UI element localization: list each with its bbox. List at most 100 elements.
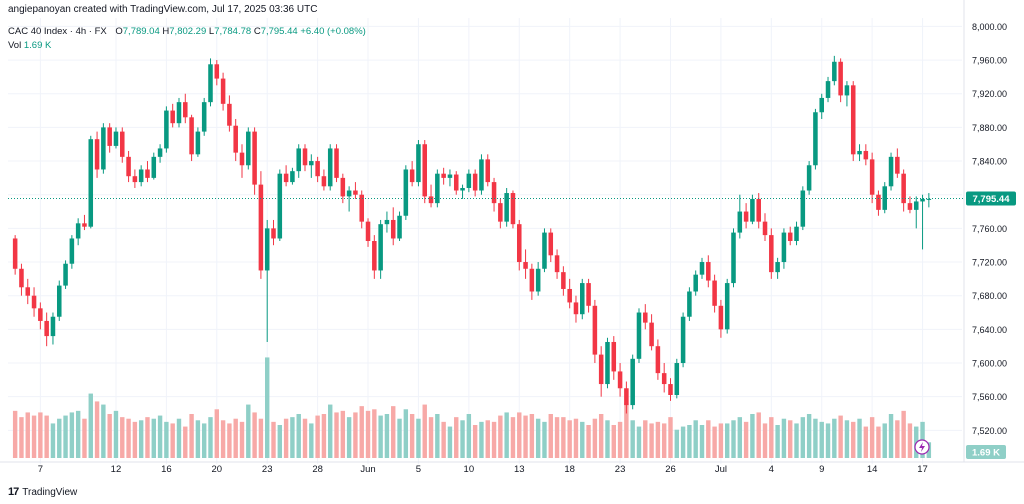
last-price-label: 7,795.44 (973, 194, 1011, 205)
volume-bar (491, 421, 497, 458)
candle-body (416, 144, 421, 183)
volume-bar (145, 417, 150, 458)
volume-bar (668, 417, 673, 458)
volume-bar (706, 420, 711, 458)
volume-bar (617, 421, 623, 458)
candle-body (208, 64, 213, 103)
volume-bar (466, 414, 472, 458)
x-tick-label: 18 (564, 464, 575, 475)
footer-brand[interactable]: 17 TradingView (8, 486, 77, 498)
volume-bar (57, 418, 62, 458)
candle-body (315, 161, 320, 177)
candle-body (353, 190, 358, 195)
volume-bar (428, 417, 434, 458)
candle-body (913, 201, 919, 210)
candle-body (397, 215, 402, 239)
volume-bar (762, 423, 768, 458)
candle-body (926, 198, 932, 200)
candle-body (107, 127, 112, 146)
close-label: C (253, 26, 261, 37)
candle-body (605, 341, 610, 385)
volume-bar (208, 417, 213, 458)
candle-body (334, 148, 339, 178)
candle-body (529, 268, 535, 292)
candle-body (806, 165, 812, 191)
candle-body (479, 159, 484, 191)
volume-bar (743, 421, 749, 458)
candle-body (787, 232, 793, 241)
volume-legend[interactable]: Vol 1.69 K (8, 40, 51, 51)
candle-body (750, 198, 755, 222)
volume-bar (44, 415, 49, 458)
volume-bar (239, 421, 245, 458)
volume-bar (605, 420, 610, 458)
volume-bar (290, 417, 295, 458)
x-tick-label: 4 (769, 464, 774, 475)
volume-bar (756, 412, 761, 458)
low-label: L (208, 26, 215, 37)
chart-credit: angiepanoyan created with TradingView.co… (8, 4, 318, 15)
volume-bar (573, 418, 579, 458)
open-value: 7,789.04 (122, 26, 160, 37)
x-tick-label: 20 (212, 464, 223, 475)
x-tick-label: 23 (615, 464, 626, 475)
volume-bar (201, 423, 207, 458)
y-tick-label: 7,640.00 (972, 325, 1007, 335)
volume-bar (624, 403, 629, 458)
candle-body (869, 159, 875, 195)
candle-body (680, 316, 686, 364)
volume-bar (851, 421, 856, 458)
volume-bar (907, 423, 913, 458)
close-value: 7,795.44 (260, 26, 298, 37)
candle-body (94, 139, 100, 170)
volume-bar (561, 417, 566, 458)
candle-body (321, 176, 327, 187)
volume-bar (220, 420, 226, 458)
volume-bar (252, 412, 257, 458)
candle-body (309, 161, 314, 166)
volume-bar (775, 425, 780, 458)
volume-bar (548, 414, 553, 458)
tv-logo-icon: 17 (8, 486, 19, 498)
candle-body (365, 221, 371, 241)
candle-body (38, 308, 43, 321)
x-tick-label: 5 (416, 464, 421, 475)
volume-bar (542, 421, 547, 458)
candle-body (378, 224, 383, 271)
volume-bar (416, 418, 421, 458)
volume-bar (454, 417, 459, 458)
candle-body (718, 305, 724, 330)
volume-bar (592, 418, 598, 458)
volume-bar (813, 418, 818, 458)
x-tick-label: 10 (464, 464, 475, 475)
volume-bar (195, 420, 201, 458)
volume-bar (126, 418, 131, 458)
volume-bar (50, 423, 56, 458)
candle-body (573, 302, 579, 315)
volume-bar (38, 412, 43, 458)
candle-body (554, 255, 560, 273)
candle-body (838, 61, 843, 96)
volume-bar (800, 417, 806, 458)
volume-bar (422, 404, 427, 458)
candle-body (674, 363, 680, 395)
volume-bar (328, 404, 333, 458)
candle-body (523, 262, 528, 269)
volume-bar (113, 410, 119, 458)
volume-bar (176, 418, 182, 458)
candle-body (44, 320, 49, 337)
volume-bar (725, 423, 730, 458)
volume-bar (397, 418, 402, 458)
candle-body (88, 139, 94, 227)
volume-bar (271, 421, 276, 458)
volume-bar (687, 425, 692, 458)
volume-bar (75, 410, 81, 458)
volume-bar (876, 426, 881, 458)
candle-body (756, 198, 761, 222)
symbol-legend[interactable]: CAC 40 Index · 4h · FX O7,789.04 H7,802.… (8, 26, 366, 37)
candle-body (850, 85, 856, 155)
candle-body (460, 187, 465, 191)
volume-bar (888, 414, 894, 458)
axes: 8,000.00 7,960.00 7,920.00 7,880.00 7,840.00… (0, 0, 1024, 475)
